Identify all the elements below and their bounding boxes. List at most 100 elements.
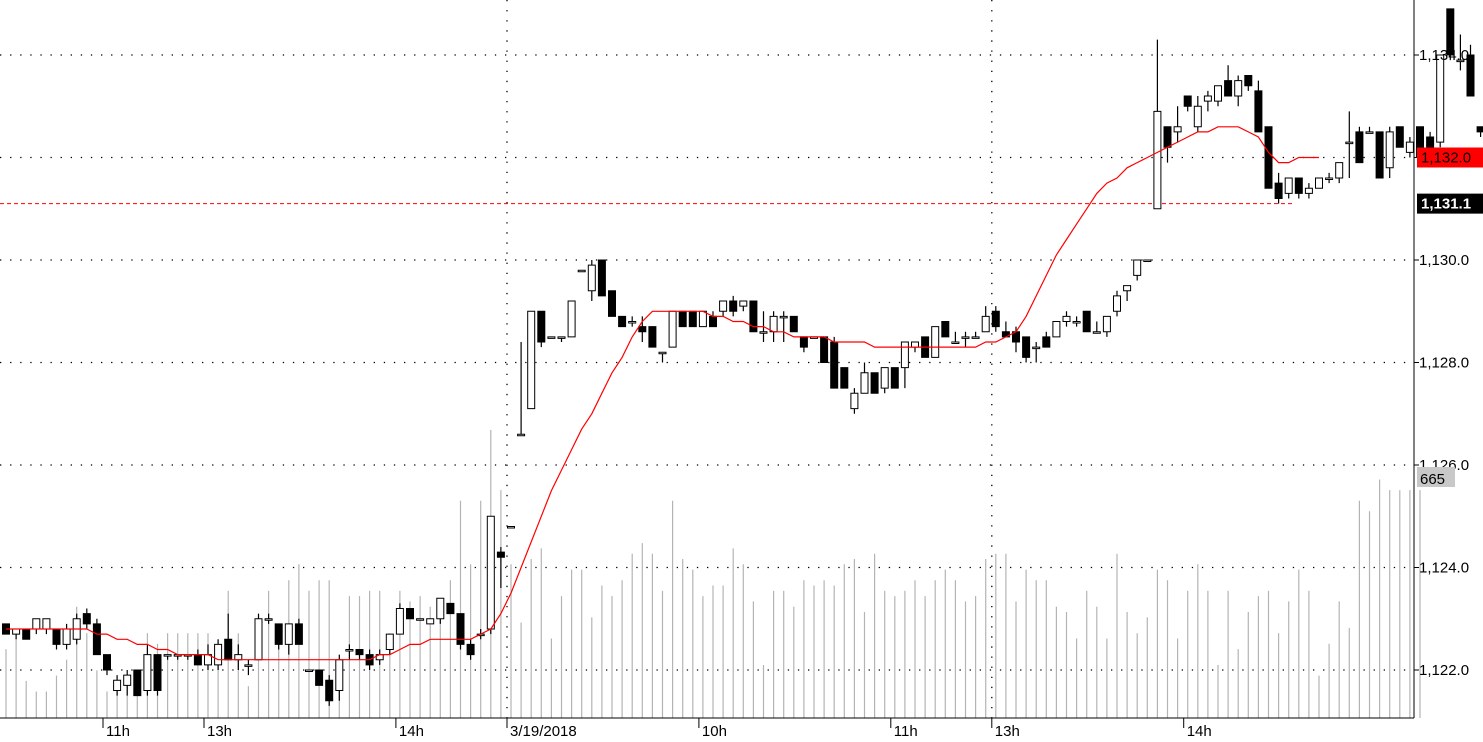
candle	[608, 290, 616, 317]
candle	[1405, 137, 1414, 158]
last-price-label: 1,131.1	[1421, 196, 1471, 213]
candle	[1163, 126, 1172, 163]
candle	[951, 331, 960, 344]
candle	[1123, 285, 1132, 301]
candle	[789, 315, 798, 333]
candle	[234, 644, 243, 670]
candle	[1335, 162, 1344, 184]
candle	[264, 613, 273, 624]
candle	[224, 613, 233, 661]
candle	[1183, 95, 1192, 112]
candle	[395, 603, 404, 635]
candle	[931, 326, 940, 358]
candle	[204, 644, 212, 670]
candle	[799, 336, 808, 353]
candle	[345, 644, 354, 660]
volume-readout: 665	[1420, 471, 1445, 488]
candle	[648, 326, 657, 348]
candle	[183, 654, 192, 660]
candle	[577, 269, 586, 273]
candle	[1102, 315, 1111, 337]
candle	[658, 351, 667, 363]
candle	[1022, 336, 1031, 363]
candle	[1092, 321, 1101, 334]
y-tick-label: 1,122.0	[1419, 662, 1469, 679]
candle	[860, 362, 869, 394]
candle	[567, 300, 576, 338]
candle	[1234, 75, 1243, 107]
candle	[1001, 321, 1010, 338]
candle	[325, 675, 334, 706]
candle	[1153, 39, 1162, 210]
candle	[1395, 126, 1404, 148]
volume-bars	[5, 430, 1421, 718]
x-tick-label: 11h	[106, 723, 130, 740]
candle	[375, 649, 384, 665]
candle	[1214, 85, 1222, 107]
candle	[1072, 316, 1081, 327]
candle	[22, 628, 31, 640]
candle	[1385, 126, 1394, 178]
candle	[739, 300, 748, 312]
candle	[355, 649, 364, 660]
candle	[971, 331, 980, 339]
candle	[537, 310, 546, 348]
candle	[900, 341, 909, 389]
time-axis-labels: 11h 13h 14h 3/19/2018 10h 11h 13h 14h	[102, 718, 1212, 740]
candle	[385, 633, 394, 655]
candle	[163, 654, 172, 660]
candle	[62, 623, 71, 650]
candle	[991, 306, 1000, 332]
candle	[628, 316, 637, 327]
candle	[214, 639, 223, 670]
candle	[1113, 290, 1121, 317]
y-tick-label: 1,130.0	[1419, 252, 1469, 269]
candle	[678, 310, 687, 328]
candle	[1476, 126, 1483, 137]
candle	[1375, 131, 1384, 179]
candle	[123, 670, 132, 696]
candle	[1304, 183, 1313, 199]
candle	[1012, 326, 1020, 353]
candle	[1446, 8, 1455, 61]
candle	[1345, 111, 1354, 178]
candle	[1244, 75, 1253, 91]
candle	[1052, 321, 1061, 338]
candle	[335, 654, 344, 701]
candle	[1254, 80, 1263, 133]
volume-badge: 665	[1417, 467, 1455, 488]
candle	[1466, 44, 1475, 97]
x-tick-label: 10h	[702, 723, 727, 740]
x-tick-label: 11h	[894, 723, 918, 740]
candle	[1042, 331, 1051, 348]
candle	[244, 659, 253, 676]
candle	[850, 388, 859, 414]
candle	[456, 613, 465, 650]
candle	[820, 336, 829, 363]
candle	[466, 639, 475, 660]
candle	[1203, 90, 1212, 112]
y-tick-label: 1,134.0	[1419, 47, 1469, 64]
candle	[32, 618, 41, 635]
candle	[1325, 172, 1334, 184]
ma-price-label: 1,132.0	[1421, 150, 1471, 167]
candle	[284, 623, 293, 655]
candle	[507, 526, 515, 529]
candle	[729, 295, 738, 317]
candle	[1143, 259, 1152, 262]
candle	[890, 367, 899, 389]
x-tick-label: 13h	[995, 723, 1020, 740]
candle	[1062, 311, 1071, 327]
moving-average-line	[6, 126, 1319, 661]
candle	[1365, 126, 1374, 134]
candle	[133, 669, 142, 697]
candle	[840, 367, 849, 389]
candle	[143, 644, 152, 696]
candle	[1315, 177, 1323, 189]
candle	[12, 628, 21, 640]
candle	[1264, 126, 1273, 189]
candle	[557, 336, 566, 342]
candle	[719, 300, 728, 317]
candle	[698, 310, 707, 328]
candle	[547, 336, 556, 339]
